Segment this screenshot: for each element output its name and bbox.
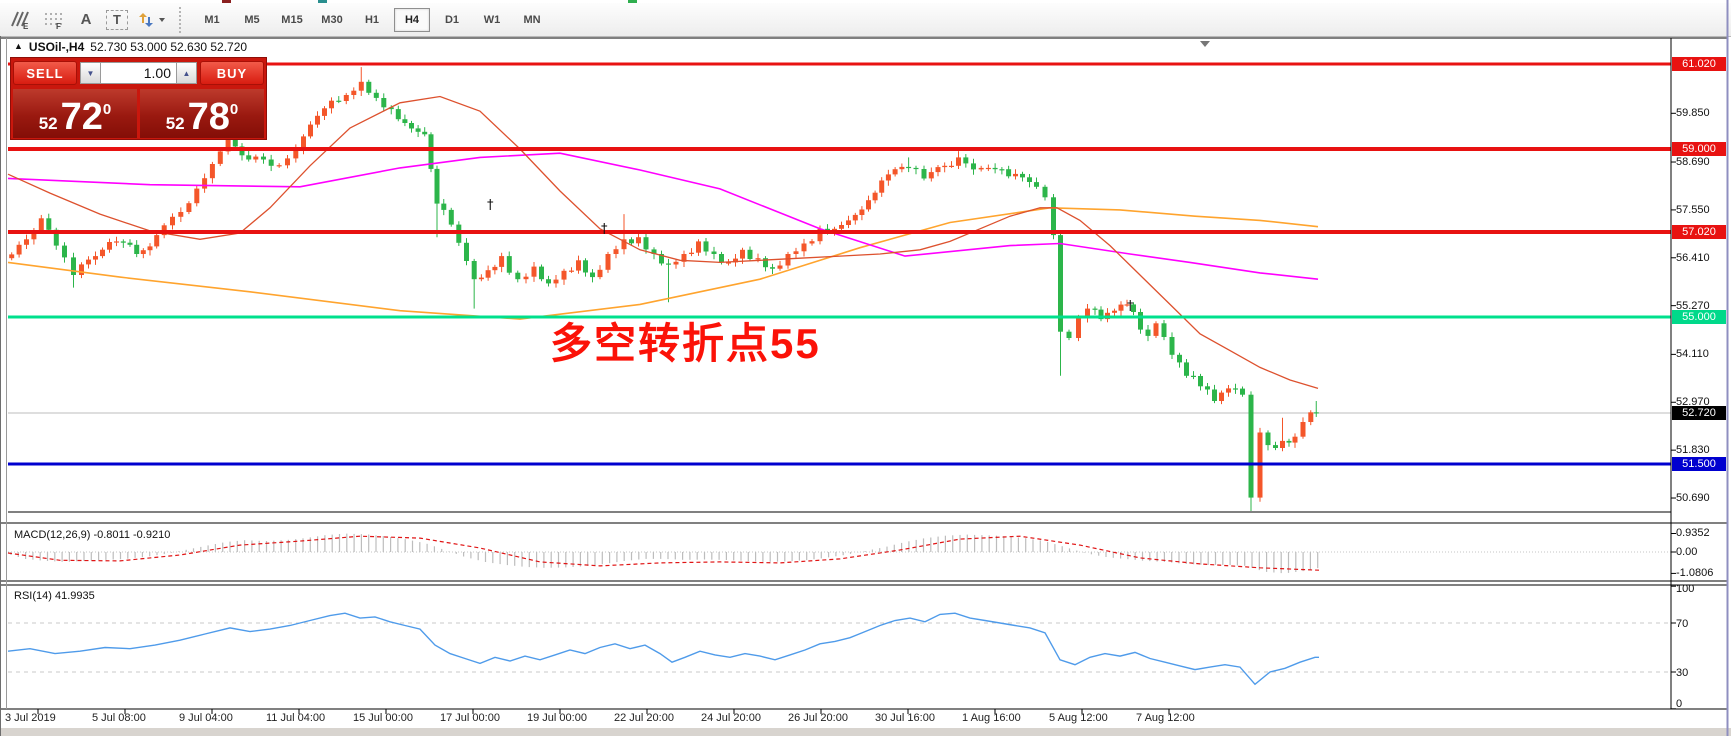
sell-price-figure: 52 bbox=[38, 114, 58, 133]
collapse-panel-arrow[interactable]: ▲ bbox=[14, 41, 23, 51]
price-level-badge: 61.020 bbox=[1672, 57, 1726, 71]
date-label: 11 Jul 04:00 bbox=[266, 712, 326, 724]
rsi-tick: 0 bbox=[1676, 698, 1683, 710]
price-level-badge: 57.020 bbox=[1672, 225, 1726, 239]
rsi-tick: 100 bbox=[1676, 583, 1695, 595]
price-level-badge: 51.500 bbox=[1672, 457, 1726, 471]
timeframe-h1[interactable]: H1 bbox=[364, 13, 380, 26]
buy-price-box[interactable]: 52 78 0 bbox=[140, 89, 264, 138]
chart-annotation: 多空转折点55 bbox=[550, 320, 821, 367]
sell-price-pips: 72 bbox=[60, 96, 103, 138]
volume-decrease-button[interactable]: ▼ bbox=[80, 62, 101, 84]
date-label: 22 Jul 20:00 bbox=[614, 712, 674, 724]
date-label: 1 Aug 16:00 bbox=[962, 712, 1021, 724]
timeframe-h4[interactable]: H4 bbox=[394, 7, 430, 32]
timeframe-d1[interactable]: D1 bbox=[444, 13, 460, 26]
date-label: 26 Jul 20:00 bbox=[788, 712, 848, 724]
timeframe-m30[interactable]: M30 bbox=[321, 13, 343, 26]
one-click-trading-panel: SELL ▼ 1.00 ▲ BUY 52 72 0 52 78 0 bbox=[10, 57, 267, 140]
date-label: 19 Jul 00:00 bbox=[527, 712, 587, 724]
timeframe-m5[interactable]: M5 bbox=[244, 13, 260, 26]
toolbar-separator bbox=[179, 6, 186, 33]
text-label-icon[interactable]: A bbox=[80, 11, 92, 28]
sell-price-point: 0 bbox=[102, 101, 112, 118]
timeframe-bar: M1 M5 M15 M30 H1 H4 D1 W1 MN bbox=[192, 7, 552, 32]
volume-increase-button[interactable]: ▲ bbox=[176, 62, 197, 84]
svg-text:E: E bbox=[23, 22, 29, 30]
date-label: 24 Jul 20:00 bbox=[701, 712, 761, 724]
price-tick: 55.270 bbox=[1676, 300, 1710, 312]
price-tick: 59.850 bbox=[1676, 107, 1710, 119]
rsi-tick: 70 bbox=[1676, 618, 1689, 630]
status-strip bbox=[0, 728, 1731, 736]
macd-tick: 0.9352 bbox=[1676, 527, 1710, 539]
date-label: 17 Jul 00:00 bbox=[440, 712, 500, 724]
timeframe-m1[interactable]: M1 bbox=[204, 13, 220, 26]
timeframe-m15[interactable]: M15 bbox=[281, 13, 303, 26]
macd-tick: -1.0806 bbox=[1676, 567, 1714, 579]
date-label: 3 Jul 2019 bbox=[5, 712, 56, 724]
svg-text:†: † bbox=[1127, 299, 1134, 314]
svg-text:†: † bbox=[487, 198, 494, 213]
svg-text:F: F bbox=[56, 22, 61, 30]
rsi-label: RSI(14) 41.9935 bbox=[14, 590, 95, 602]
price-tick: 52.970 bbox=[1676, 396, 1710, 408]
timeframe-mn[interactable]: MN bbox=[523, 13, 541, 26]
price-tick: 56.410 bbox=[1676, 252, 1710, 264]
price-tick: 57.550 bbox=[1676, 204, 1710, 216]
price-tick: 58.690 bbox=[1676, 156, 1710, 168]
symbol-period: USOil-,H4 bbox=[28, 40, 85, 54]
date-label: 7 Aug 12:00 bbox=[1136, 712, 1195, 724]
date-label: 30 Jul 16:00 bbox=[875, 712, 935, 724]
macd-tick: 0.00 bbox=[1676, 546, 1698, 558]
chart-title: ▲ USOil-,H4 52.730 53.000 52.630 52.720 bbox=[14, 40, 247, 54]
sell-price-box[interactable]: 52 72 0 bbox=[13, 89, 137, 138]
date-label: 9 Jul 04:00 bbox=[179, 712, 233, 724]
toolbar-sliver bbox=[628, 0, 637, 3]
volume-input[interactable]: 1.00 bbox=[101, 62, 176, 84]
text-box-icon[interactable]: T bbox=[106, 9, 128, 30]
price-tick: 54.110 bbox=[1676, 348, 1709, 360]
styler-dropdown-icon[interactable] bbox=[135, 8, 169, 32]
date-label: 15 Jul 00:00 bbox=[353, 712, 413, 724]
toolbar-sliver bbox=[318, 0, 327, 3]
volume-stepper: ▼ 1.00 ▲ bbox=[80, 62, 197, 84]
rsi-tick: 30 bbox=[1676, 667, 1689, 679]
price-tick: 51.830 bbox=[1676, 444, 1710, 456]
sell-button[interactable]: SELL bbox=[13, 61, 77, 85]
current-price-badge: 52.720 bbox=[1672, 406, 1726, 420]
price-level-badge: 59.000 bbox=[1672, 142, 1726, 156]
buy-price-pips: 78 bbox=[187, 96, 230, 138]
timeframe-w1[interactable]: W1 bbox=[483, 13, 501, 26]
expert-advisor-icon[interactable]: E bbox=[7, 8, 33, 32]
toolbar: E F A T M1 M5 M15 M30 H1 H4 D1 W1 MN bbox=[0, 3, 1731, 37]
date-label: 5 Aug 12:00 bbox=[1049, 712, 1108, 724]
buy-price-point: 0 bbox=[229, 101, 239, 118]
ohlc-values: 52.730 53.000 52.630 52.720 bbox=[90, 40, 248, 54]
grid-icon[interactable]: F bbox=[40, 8, 66, 32]
toolbar-sliver bbox=[222, 0, 231, 3]
buy-price-figure: 52 bbox=[165, 114, 185, 133]
price-tick: 50.690 bbox=[1676, 492, 1710, 504]
svg-text:†: † bbox=[601, 222, 608, 237]
buy-button[interactable]: BUY bbox=[200, 61, 264, 85]
macd-label: MACD(12,26,9) -0.8011 -0.9210 bbox=[14, 529, 171, 541]
date-label: 5 Jul 08:00 bbox=[92, 712, 146, 724]
price-level-badge: 55.000 bbox=[1672, 310, 1726, 324]
